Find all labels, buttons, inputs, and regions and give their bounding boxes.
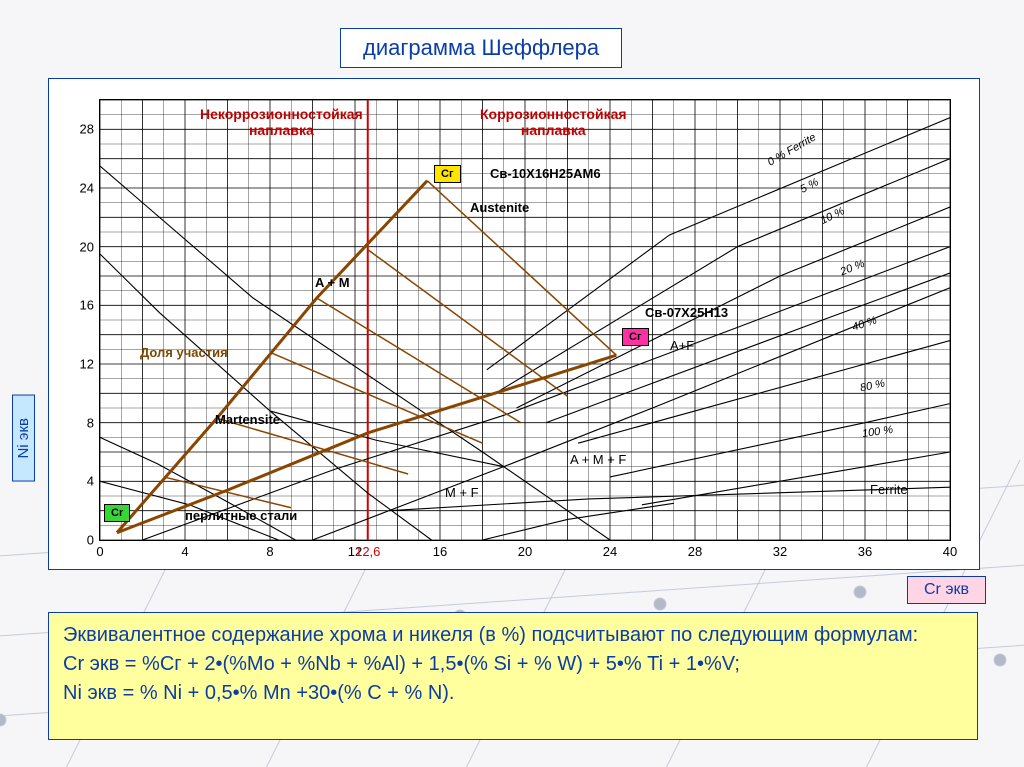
xtick: 28 (688, 544, 702, 559)
ytick: 0 (87, 533, 94, 548)
ytick: 28 (80, 122, 94, 137)
xtick: 8 (266, 544, 273, 559)
xtick: 4 (181, 544, 188, 559)
xtick: 0 (96, 544, 103, 559)
formula-box: Эквивалентное содержание хрома и никеля … (48, 612, 978, 740)
formula-line1: Эквивалентное содержание хрома и никеля … (63, 621, 963, 650)
ytick: 24 (80, 181, 94, 196)
badge-green: Cr (104, 504, 130, 522)
ytick: 4 (87, 474, 94, 489)
xtick: 32 (773, 544, 787, 559)
badge-pink: Сг (622, 328, 649, 346)
region-austenite: Austenite (470, 200, 529, 215)
wire-top-label: Св-10Х16Н25АМ6 (490, 166, 601, 181)
x-axis-label: Cr экв (907, 576, 986, 604)
xtick-marker: 12,6 (355, 544, 380, 559)
formula-line2: Cr экв = %Cг + 2•(%Mo + %Nb + %Al) + 1,5… (63, 650, 963, 679)
ytick: 20 (80, 239, 94, 254)
region-a-f: A+F (670, 338, 694, 353)
region-a-m-f: A + M + F (570, 452, 626, 467)
region-a-m: A + M (315, 275, 350, 290)
ytick: 8 (87, 415, 94, 430)
xtick: 40 (943, 544, 957, 559)
xtick: 24 (603, 544, 617, 559)
region-perlit: перлитные стали (185, 508, 297, 523)
diagram-title: диаграмма Шеффлера (340, 28, 622, 68)
xtick: 36 (858, 544, 872, 559)
plot-area: Некоррозионностойкаянаплавка Коррозионно… (99, 99, 951, 541)
header-left: Некоррозионностойкаянаплавка (200, 106, 363, 138)
xtick: 20 (518, 544, 532, 559)
chart-frame: Некоррозионностойкаянаплавка Коррозионно… (48, 78, 980, 570)
badge-yellow: Сг (434, 165, 461, 183)
wire-mid-label: Св-07Х25Н13 (645, 305, 728, 320)
ytick: 12 (80, 357, 94, 372)
region-dolya: Доля участия (140, 345, 228, 360)
xtick: 16 (433, 544, 447, 559)
y-axis-label: Ni экв (12, 395, 35, 482)
formula-line3: Ni экв = % Ni + 0,5•% Mn +30•(% C + % N)… (63, 679, 963, 708)
region-m-f: M + F (445, 485, 479, 500)
header-right: Коррозионностойкаянаплавка (480, 106, 627, 138)
ytick: 16 (80, 298, 94, 313)
region-ferrite: Ferrite (870, 482, 908, 497)
region-martensite: Martensite (215, 412, 280, 427)
